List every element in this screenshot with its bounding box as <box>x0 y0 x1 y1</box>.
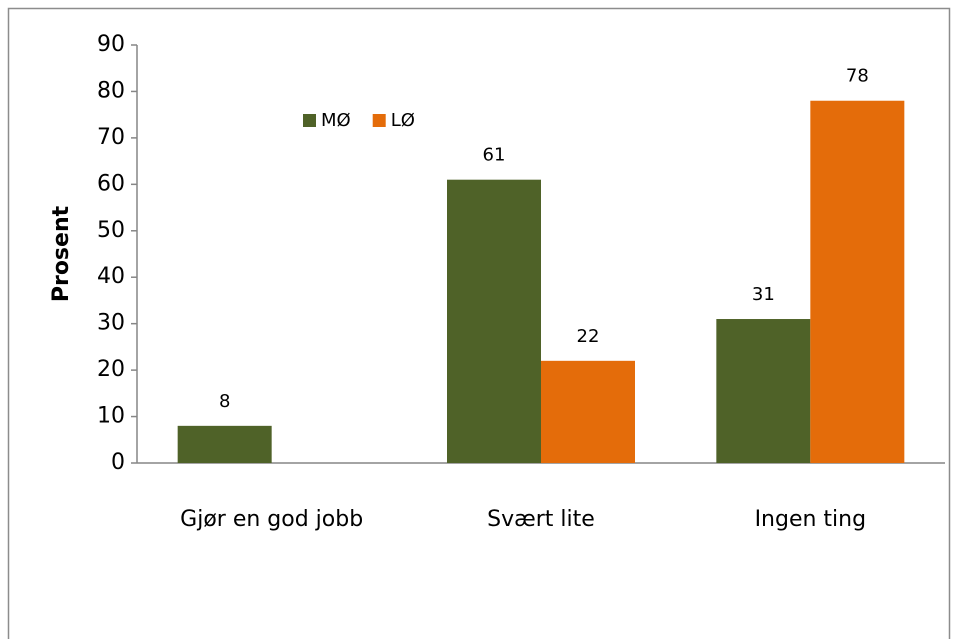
x-tick-label: Svært lite <box>487 507 595 532</box>
x-tick-label: Gjør en god jobb <box>180 507 363 532</box>
y-tick-label: 40 <box>97 264 125 289</box>
y-tick-label: 30 <box>97 311 125 336</box>
y-tick-label: 50 <box>97 218 125 243</box>
y-tick-label: 10 <box>97 404 125 429</box>
bar <box>541 360 635 463</box>
data-label: 31 <box>752 284 775 305</box>
y-tick-label: 70 <box>97 125 125 150</box>
legend-swatch <box>303 114 316 127</box>
bar <box>810 100 905 463</box>
data-label: 61 <box>483 145 506 166</box>
data-label: 78 <box>846 66 869 87</box>
bar <box>447 179 541 463</box>
data-label: 22 <box>577 326 600 347</box>
y-tick-label: 90 <box>97 32 125 57</box>
bar <box>716 319 811 463</box>
bar <box>177 425 272 463</box>
legend-label: LØ <box>391 110 415 131</box>
x-tick-label: Ingen ting <box>755 507 867 532</box>
y-tick-label: 60 <box>97 171 125 196</box>
data-label: 8 <box>219 391 230 412</box>
y-tick-label: 80 <box>97 78 125 103</box>
legend-swatch <box>372 114 386 127</box>
y-tick-label: 20 <box>97 357 125 382</box>
y-axis-label: Prosent <box>49 205 74 302</box>
y-tick-label: 0 <box>111 450 125 475</box>
legend-label: MØ <box>321 110 351 131</box>
